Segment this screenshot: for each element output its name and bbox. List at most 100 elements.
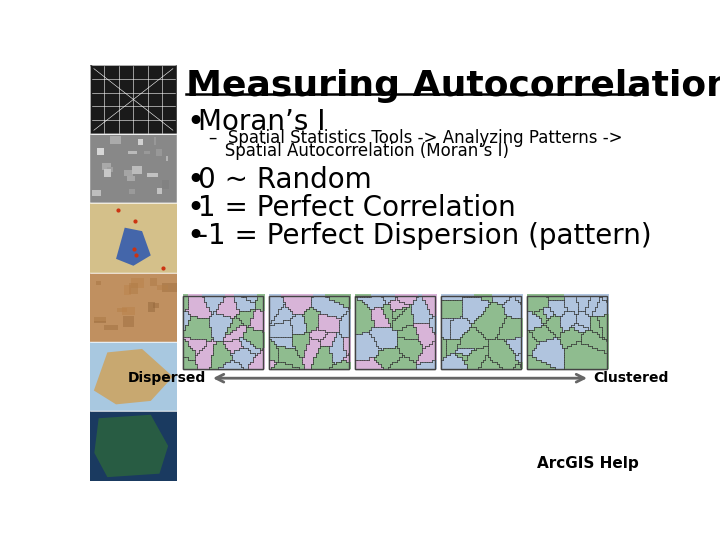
Bar (311, 361, 314, 365)
Bar (360, 313, 363, 316)
Bar (327, 320, 330, 323)
Bar (571, 296, 575, 300)
Bar (366, 347, 370, 350)
Bar (313, 327, 316, 330)
Bar (597, 352, 600, 355)
Bar (404, 306, 407, 309)
Bar (544, 340, 546, 343)
Bar (343, 347, 346, 350)
Bar (510, 318, 514, 320)
Bar (490, 366, 493, 369)
Bar (441, 338, 444, 341)
Bar (294, 359, 297, 362)
Bar (213, 340, 216, 343)
Bar (467, 315, 469, 318)
Bar (604, 359, 607, 362)
Bar (423, 296, 426, 300)
Bar (258, 352, 261, 355)
Bar (595, 322, 598, 325)
Bar (357, 313, 361, 316)
Bar (483, 301, 486, 304)
Bar (372, 336, 374, 339)
Bar (343, 306, 346, 309)
Bar (343, 329, 346, 332)
Bar (508, 296, 512, 300)
Bar (234, 310, 238, 314)
Bar (557, 336, 560, 339)
Bar (364, 336, 367, 339)
Bar (451, 336, 454, 339)
Bar (478, 340, 482, 343)
Bar (474, 361, 477, 365)
Bar (211, 336, 214, 339)
Bar (332, 308, 335, 311)
Bar (539, 329, 542, 332)
Bar (604, 352, 607, 355)
Bar (506, 363, 509, 367)
Bar (346, 318, 349, 320)
Bar (213, 331, 216, 334)
Bar (457, 331, 461, 334)
Bar (408, 313, 412, 316)
Bar (213, 301, 216, 304)
Bar (255, 313, 258, 316)
Bar (451, 310, 454, 314)
Bar (372, 325, 374, 327)
Bar (251, 294, 253, 298)
Bar (516, 334, 518, 336)
Bar (209, 363, 212, 367)
Bar (546, 318, 549, 320)
Bar (325, 313, 328, 316)
Bar (518, 310, 521, 314)
Bar (220, 334, 223, 336)
Bar (553, 296, 556, 300)
Bar (323, 318, 325, 320)
Bar (518, 363, 521, 367)
Bar (228, 363, 230, 367)
Bar (593, 299, 595, 302)
Bar (341, 345, 344, 348)
Bar (395, 338, 397, 341)
Bar (274, 359, 276, 362)
Bar (459, 325, 463, 327)
Bar (243, 340, 246, 343)
Bar (343, 345, 346, 348)
Bar (536, 356, 539, 360)
Bar (588, 320, 590, 323)
Bar (325, 334, 328, 336)
Bar (281, 313, 284, 316)
Bar (228, 334, 230, 336)
Bar (230, 340, 233, 343)
Bar (420, 331, 423, 334)
Bar (585, 294, 588, 298)
Bar (90, 273, 177, 342)
Bar (485, 299, 488, 302)
Bar (378, 354, 382, 357)
Bar (385, 338, 388, 341)
Bar (313, 354, 316, 357)
Bar (369, 359, 372, 362)
Bar (197, 296, 200, 300)
Bar (392, 318, 395, 320)
Bar (309, 313, 312, 316)
Bar (597, 340, 600, 343)
Bar (399, 366, 402, 369)
Bar (383, 363, 386, 367)
Bar (536, 340, 539, 343)
Bar (306, 343, 310, 346)
Bar (597, 306, 600, 309)
Bar (202, 313, 204, 316)
Bar (548, 322, 551, 325)
Bar (504, 345, 507, 348)
Bar (559, 301, 563, 304)
Bar (550, 296, 554, 300)
Bar (415, 336, 418, 339)
Bar (590, 352, 593, 355)
Bar (225, 347, 228, 350)
Bar (474, 329, 477, 332)
Bar (315, 308, 319, 311)
Bar (453, 318, 456, 320)
Bar (236, 331, 240, 334)
Bar (518, 294, 521, 298)
Bar (183, 310, 186, 314)
